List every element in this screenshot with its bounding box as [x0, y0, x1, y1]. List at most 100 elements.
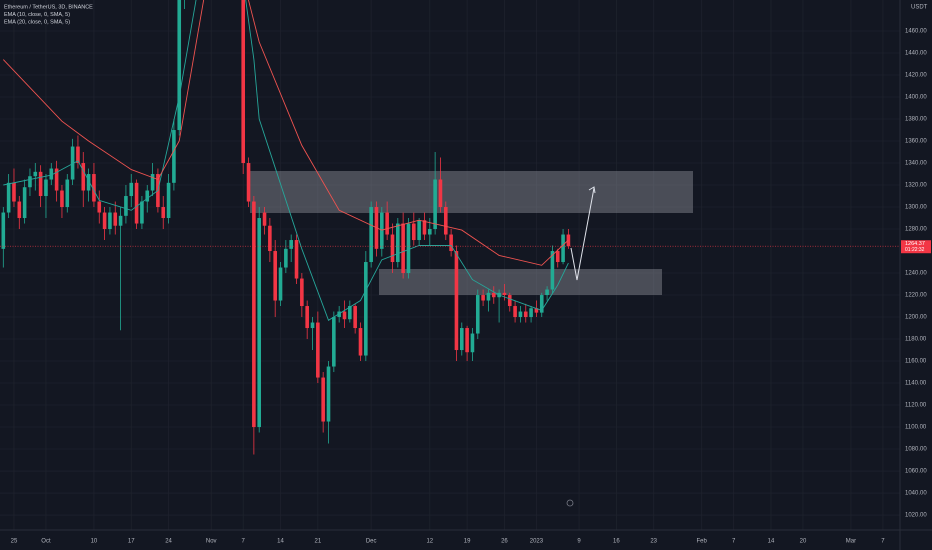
chart-title: Ethereum / TetherUS, 3D, BINANCE [4, 4, 93, 10]
candle-body [449, 234, 453, 252]
candle-body [513, 306, 517, 318]
x-tick-label: Mar [846, 539, 856, 545]
candle-body [507, 295, 512, 307]
candle-body [539, 295, 544, 313]
y-tick-label: 1220.00 [905, 293, 927, 299]
candle-body [161, 207, 166, 219]
candle-body [54, 168, 59, 191]
candle-body [262, 212, 267, 226]
y-tick-label: 1040.00 [905, 491, 927, 497]
x-tick-label: 23 [650, 539, 657, 545]
candle-body [289, 240, 293, 249]
candle-body [348, 306, 352, 320]
candle-body [310, 322, 315, 329]
candle-body [65, 179, 70, 208]
last-price-badge [901, 240, 931, 254]
x-tick-label: 26 [501, 539, 508, 545]
candle-body [491, 292, 496, 298]
ema-line [3, 0, 569, 321]
candle-body [44, 179, 48, 197]
candle-body [38, 171, 43, 197]
candle-body [22, 187, 27, 219]
candle-body [342, 311, 347, 320]
x-tick-label: 21 [314, 539, 321, 545]
candle-body [534, 308, 539, 313]
candle-body [246, 163, 251, 202]
candle-body [134, 182, 139, 224]
y-tick-label: 1060.00 [905, 469, 927, 475]
candle-body [124, 196, 128, 216]
candle-body [257, 218, 261, 428]
candle-body [401, 223, 405, 274]
x-tick-label: Dec [366, 539, 377, 545]
candle-body [545, 289, 549, 296]
x-tick-label: 9 [577, 539, 581, 545]
x-tick-label: Nov [206, 539, 217, 545]
support-zone [379, 269, 662, 295]
y-tick-label: 1180.00 [905, 337, 927, 343]
y-tick-label: 1280.00 [905, 227, 927, 233]
zones [250, 171, 693, 295]
resistance-zone [250, 171, 693, 213]
x-tick-label: Feb [697, 539, 708, 545]
candle-body [294, 240, 299, 279]
candle-body [443, 207, 448, 235]
candle-body [475, 295, 480, 334]
x-tick-label: 12 [426, 539, 433, 545]
x-tick-label: 10 [91, 539, 98, 545]
candle-body [129, 182, 134, 197]
candle-body [481, 295, 485, 301]
candle-body [166, 182, 171, 219]
x-tick-label: 2023 [530, 539, 544, 545]
last-price-label: 1264.37 [905, 241, 925, 247]
candle-body [76, 146, 80, 164]
ema-line [2, 0, 569, 266]
y-tick-label: 1320.00 [905, 183, 927, 189]
candle-body [273, 251, 277, 301]
candle-body [353, 306, 357, 329]
candle-body [86, 174, 91, 191]
y-tick-label: 1300.00 [905, 205, 927, 211]
candle-body [33, 171, 38, 177]
candle-body [150, 174, 155, 191]
candle-body [396, 223, 400, 263]
y-tick-label: 1100.00 [905, 425, 927, 431]
candle-body [92, 174, 96, 202]
y-tick-label: 1340.00 [905, 161, 927, 167]
candle-body [17, 201, 22, 219]
candle-body [252, 201, 256, 428]
x-tick-label: 16 [613, 539, 620, 545]
candle-body [438, 179, 443, 208]
y-tick-label: 1020.00 [905, 513, 927, 519]
candle-body [1, 212, 6, 249]
x-tick-label: 20 [800, 539, 807, 545]
candle-body [316, 322, 320, 378]
x-tick-label: 7 [242, 539, 246, 545]
candle-body [102, 212, 107, 230]
candle-body [108, 212, 112, 230]
y-tick-label: 1360.00 [905, 139, 927, 145]
y-tick-label: 1440.00 [905, 51, 927, 57]
event-icon[interactable] [566, 499, 574, 507]
candle-body [433, 179, 437, 230]
candle-body [427, 229, 432, 235]
candle-body [337, 311, 341, 318]
y-tick-label: 1460.00 [905, 29, 927, 35]
y-tick-label: 1400.00 [905, 95, 927, 101]
candle-body [97, 201, 102, 213]
candle-body [406, 223, 411, 274]
x-tick-label: 25 [11, 539, 18, 545]
candle-body [364, 262, 368, 356]
x-tick-label: 17 [128, 539, 135, 545]
candle-body [278, 267, 283, 301]
candle-body [454, 251, 459, 351]
y-tick-label: 1120.00 [905, 403, 927, 409]
candle-body [529, 308, 533, 318]
x-tick-label: 19 [464, 539, 471, 545]
x-tick-label: 7 [881, 539, 885, 545]
candle-body [172, 130, 176, 183]
currency-label: USDT [911, 5, 928, 11]
y-tick-label: 1420.00 [905, 73, 927, 79]
candle-body [284, 248, 288, 268]
